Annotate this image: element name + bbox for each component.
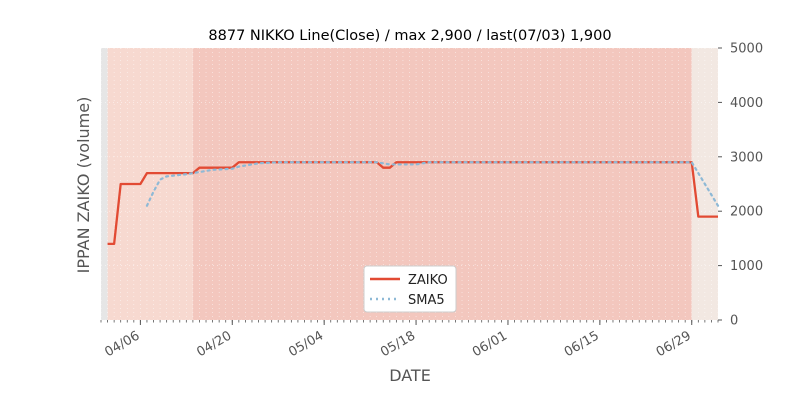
x-tick-label: 04/06 xyxy=(102,328,142,360)
y-tick-label: 5000 xyxy=(730,42,763,57)
legend-label-zaiko: ZAIKO xyxy=(408,273,448,288)
y-tick-label: 4000 xyxy=(730,96,763,111)
y-axis-title: IPPAN ZAIKO (volume) xyxy=(74,97,93,274)
x-axis-title: DATE xyxy=(389,366,431,385)
x-tick-label: 05/04 xyxy=(286,328,326,360)
legend: ZAIKO SMA5 xyxy=(363,265,457,313)
series-layer xyxy=(107,161,720,245)
series-line-sma5 xyxy=(145,161,720,207)
x-tick-label: 06/15 xyxy=(562,328,602,360)
y-tick-label: 2000 xyxy=(730,205,763,220)
legend-box xyxy=(363,265,457,313)
chart-title: 8877 NIKKO Line(Close) / max 2,900 / las… xyxy=(208,28,611,44)
x-tick-label: 04/20 xyxy=(194,328,234,360)
x-tick-label: 06/29 xyxy=(654,328,694,360)
shaded-region-0 xyxy=(101,48,108,320)
legend-label-sma5: SMA5 xyxy=(408,293,445,308)
y-tick-label: 3000 xyxy=(730,150,763,165)
y-tick-label: 1000 xyxy=(730,259,763,274)
x-tick-label: 06/01 xyxy=(470,328,510,360)
y-tick-label: 0 xyxy=(730,314,738,329)
x-tick-label: 05/18 xyxy=(378,328,418,360)
